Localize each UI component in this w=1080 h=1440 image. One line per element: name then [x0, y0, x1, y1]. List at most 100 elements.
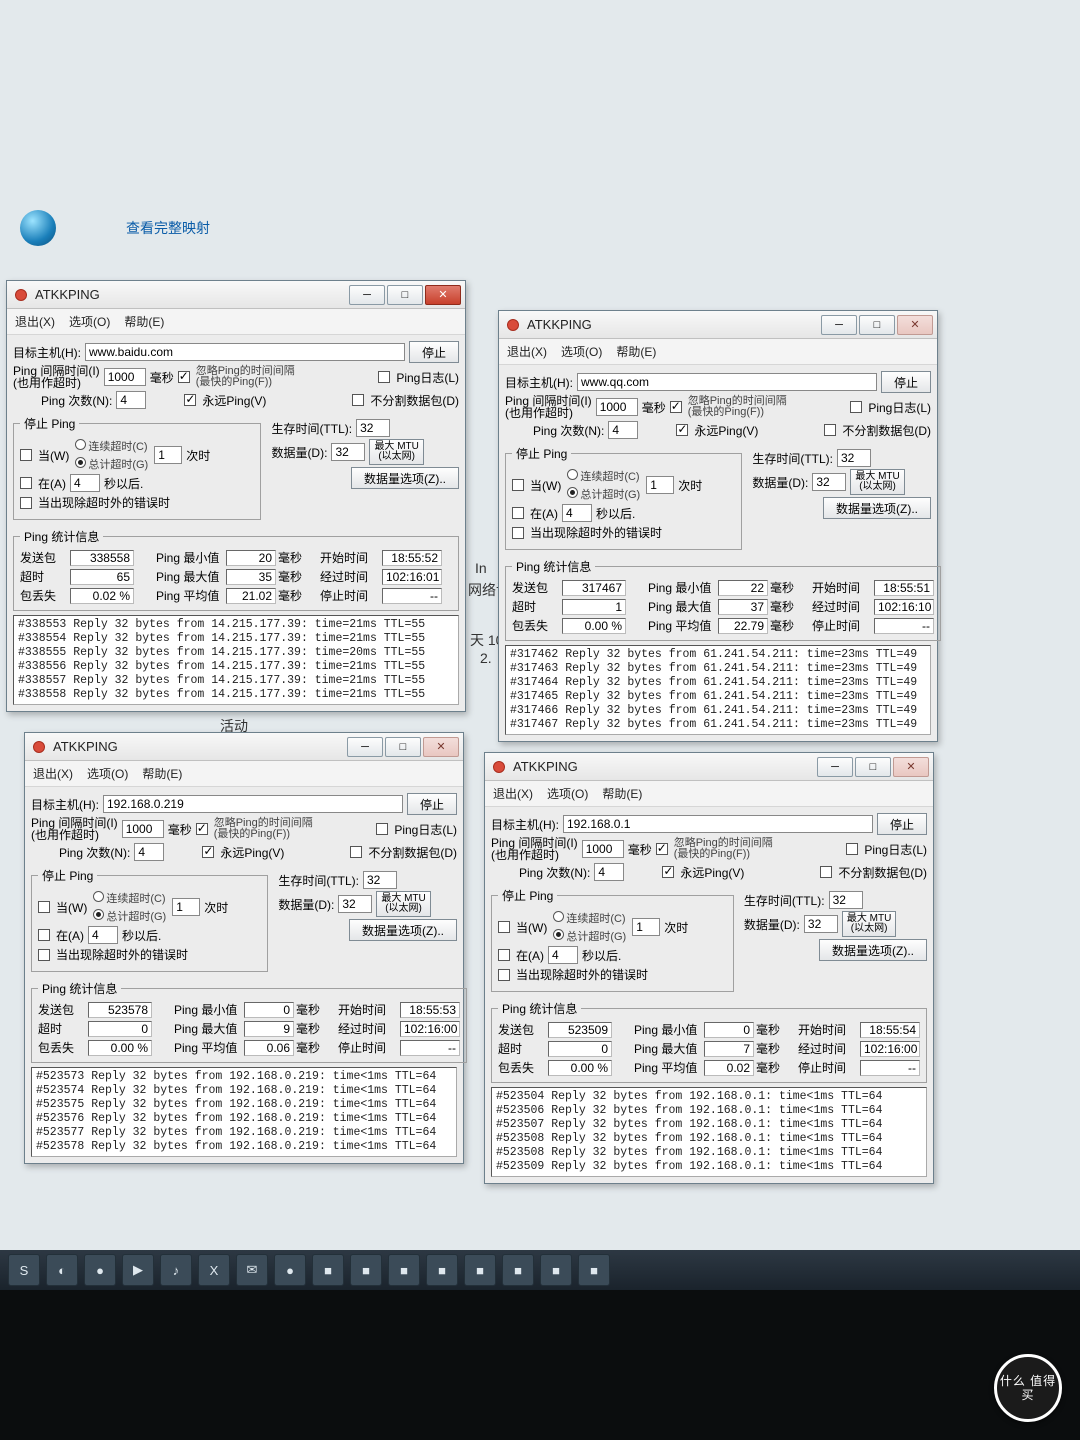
maximize-button[interactable]: □ — [855, 757, 891, 777]
max-mtu-button[interactable]: 最大 MTU(以太网) — [850, 469, 904, 495]
stop-button[interactable]: 停止 — [407, 793, 457, 815]
data-options-button[interactable]: 数据量选项(Z).. — [819, 939, 927, 961]
ignore-interval-checkbox[interactable] — [656, 843, 668, 855]
consec-timeout-radio[interactable] — [567, 469, 578, 480]
max-mtu-button[interactable]: 最大 MTU(以太网) — [376, 891, 430, 917]
taskbar-item-0[interactable]: S — [8, 1254, 40, 1286]
consec-timeout-radio[interactable] — [93, 891, 104, 902]
taskbar-item-1[interactable]: ◐ — [46, 1254, 78, 1286]
total-timeout-radio[interactable] — [553, 929, 564, 940]
taskbar-item-11[interactable]: ■ — [426, 1254, 458, 1286]
taskbar-item-15[interactable]: ■ — [578, 1254, 610, 1286]
ttl-input[interactable] — [829, 891, 863, 909]
when-checkbox[interactable] — [498, 921, 510, 933]
minimize-button[interactable]: ─ — [347, 737, 383, 757]
taskbar-item-8[interactable]: ■ — [312, 1254, 344, 1286]
forever-checkbox[interactable] — [662, 866, 674, 878]
minimize-button[interactable]: ─ — [349, 285, 385, 305]
consec-timeout-radio[interactable] — [553, 911, 564, 922]
forever-checkbox[interactable] — [676, 424, 688, 436]
taskbar-item-7[interactable]: ● — [274, 1254, 306, 1286]
ttl-input[interactable] — [356, 419, 390, 437]
max-mtu-button[interactable]: 最大 MTU(以太网) — [369, 439, 423, 465]
stop-times-input[interactable] — [154, 446, 182, 464]
ping-log-checkbox[interactable] — [846, 843, 858, 855]
count-input[interactable] — [608, 421, 638, 439]
count-input[interactable] — [134, 843, 164, 861]
ignore-interval-checkbox[interactable] — [178, 371, 190, 383]
at-checkbox[interactable] — [20, 477, 32, 489]
datasize-input[interactable] — [804, 915, 838, 933]
nofrag-checkbox[interactable] — [352, 394, 364, 406]
ttl-input[interactable] — [363, 871, 397, 889]
minimize-button[interactable]: ─ — [821, 315, 857, 335]
stop-button[interactable]: 停止 — [409, 341, 459, 363]
other-err-checkbox[interactable] — [498, 969, 510, 981]
menu-exit[interactable]: 退出(X) — [33, 765, 73, 782]
taskbar-item-3[interactable]: ▶ — [122, 1254, 154, 1286]
taskbar-item-10[interactable]: ■ — [388, 1254, 420, 1286]
datasize-input[interactable] — [331, 443, 365, 461]
close-button[interactable]: ✕ — [423, 737, 459, 757]
other-err-checkbox[interactable] — [38, 949, 50, 961]
menu-help[interactable]: 帮助(E) — [142, 765, 182, 782]
taskbar-item-12[interactable]: ■ — [464, 1254, 496, 1286]
stop-times-input[interactable] — [646, 476, 674, 494]
menu-options[interactable]: 选项(O) — [87, 765, 128, 782]
stop-times-input[interactable] — [172, 898, 200, 916]
consec-timeout-radio[interactable] — [75, 439, 86, 450]
stop-button[interactable]: 停止 — [881, 371, 931, 393]
menu-exit[interactable]: 退出(X) — [493, 785, 533, 802]
stop-sec-input[interactable] — [88, 926, 118, 944]
data-options-button[interactable]: 数据量选项(Z).. — [351, 467, 459, 489]
datasize-input[interactable] — [338, 895, 372, 913]
titlebar[interactable]: ATKKPING ─ □ ✕ — [7, 281, 465, 309]
total-timeout-radio[interactable] — [567, 487, 578, 498]
target-host-input[interactable] — [563, 815, 873, 833]
target-host-input[interactable] — [577, 373, 877, 391]
target-host-input[interactable] — [103, 795, 403, 813]
close-button[interactable]: ✕ — [897, 315, 933, 335]
desktop-link[interactable]: 查看完整映射 — [126, 218, 210, 238]
ping-log-checkbox[interactable] — [376, 823, 388, 835]
maximize-button[interactable]: □ — [385, 737, 421, 757]
when-checkbox[interactable] — [512, 479, 524, 491]
when-checkbox[interactable] — [20, 449, 32, 461]
other-err-checkbox[interactable] — [20, 497, 32, 509]
menu-options[interactable]: 选项(O) — [561, 343, 602, 360]
interval-input[interactable] — [582, 840, 624, 858]
data-options-button[interactable]: 数据量选项(Z).. — [823, 497, 931, 519]
ping-log-checkbox[interactable] — [850, 401, 862, 413]
datasize-input[interactable] — [812, 473, 846, 491]
nofrag-checkbox[interactable] — [820, 866, 832, 878]
interval-input[interactable] — [104, 368, 146, 386]
ping-log-checkbox[interactable] — [378, 371, 390, 383]
stop-sec-input[interactable] — [548, 946, 578, 964]
nofrag-checkbox[interactable] — [824, 424, 836, 436]
menu-exit[interactable]: 退出(X) — [15, 313, 55, 330]
menu-exit[interactable]: 退出(X) — [507, 343, 547, 360]
data-options-button[interactable]: 数据量选项(Z).. — [349, 919, 457, 941]
menu-options[interactable]: 选项(O) — [69, 313, 110, 330]
max-mtu-button[interactable]: 最大 MTU(以太网) — [842, 911, 896, 937]
titlebar[interactable]: ATKKPING ─ □ ✕ — [25, 733, 463, 761]
taskbar-item-2[interactable]: ● — [84, 1254, 116, 1286]
ignore-interval-checkbox[interactable] — [196, 823, 208, 835]
taskbar-item-6[interactable]: ✉ — [236, 1254, 268, 1286]
interval-input[interactable] — [122, 820, 164, 838]
stop-button[interactable]: 停止 — [877, 813, 927, 835]
ignore-interval-checkbox[interactable] — [670, 401, 682, 413]
target-host-input[interactable] — [85, 343, 405, 361]
at-checkbox[interactable] — [498, 949, 510, 961]
forever-checkbox[interactable] — [184, 394, 196, 406]
taskbar-item-9[interactable]: ■ — [350, 1254, 382, 1286]
close-button[interactable]: ✕ — [425, 285, 461, 305]
minimize-button[interactable]: ─ — [817, 757, 853, 777]
stop-sec-input[interactable] — [70, 474, 100, 492]
stop-sec-input[interactable] — [562, 504, 592, 522]
taskbar-item-5[interactable]: X — [198, 1254, 230, 1286]
menu-help[interactable]: 帮助(E) — [602, 785, 642, 802]
count-input[interactable] — [594, 863, 624, 881]
interval-input[interactable] — [596, 398, 638, 416]
menu-help[interactable]: 帮助(E) — [616, 343, 656, 360]
